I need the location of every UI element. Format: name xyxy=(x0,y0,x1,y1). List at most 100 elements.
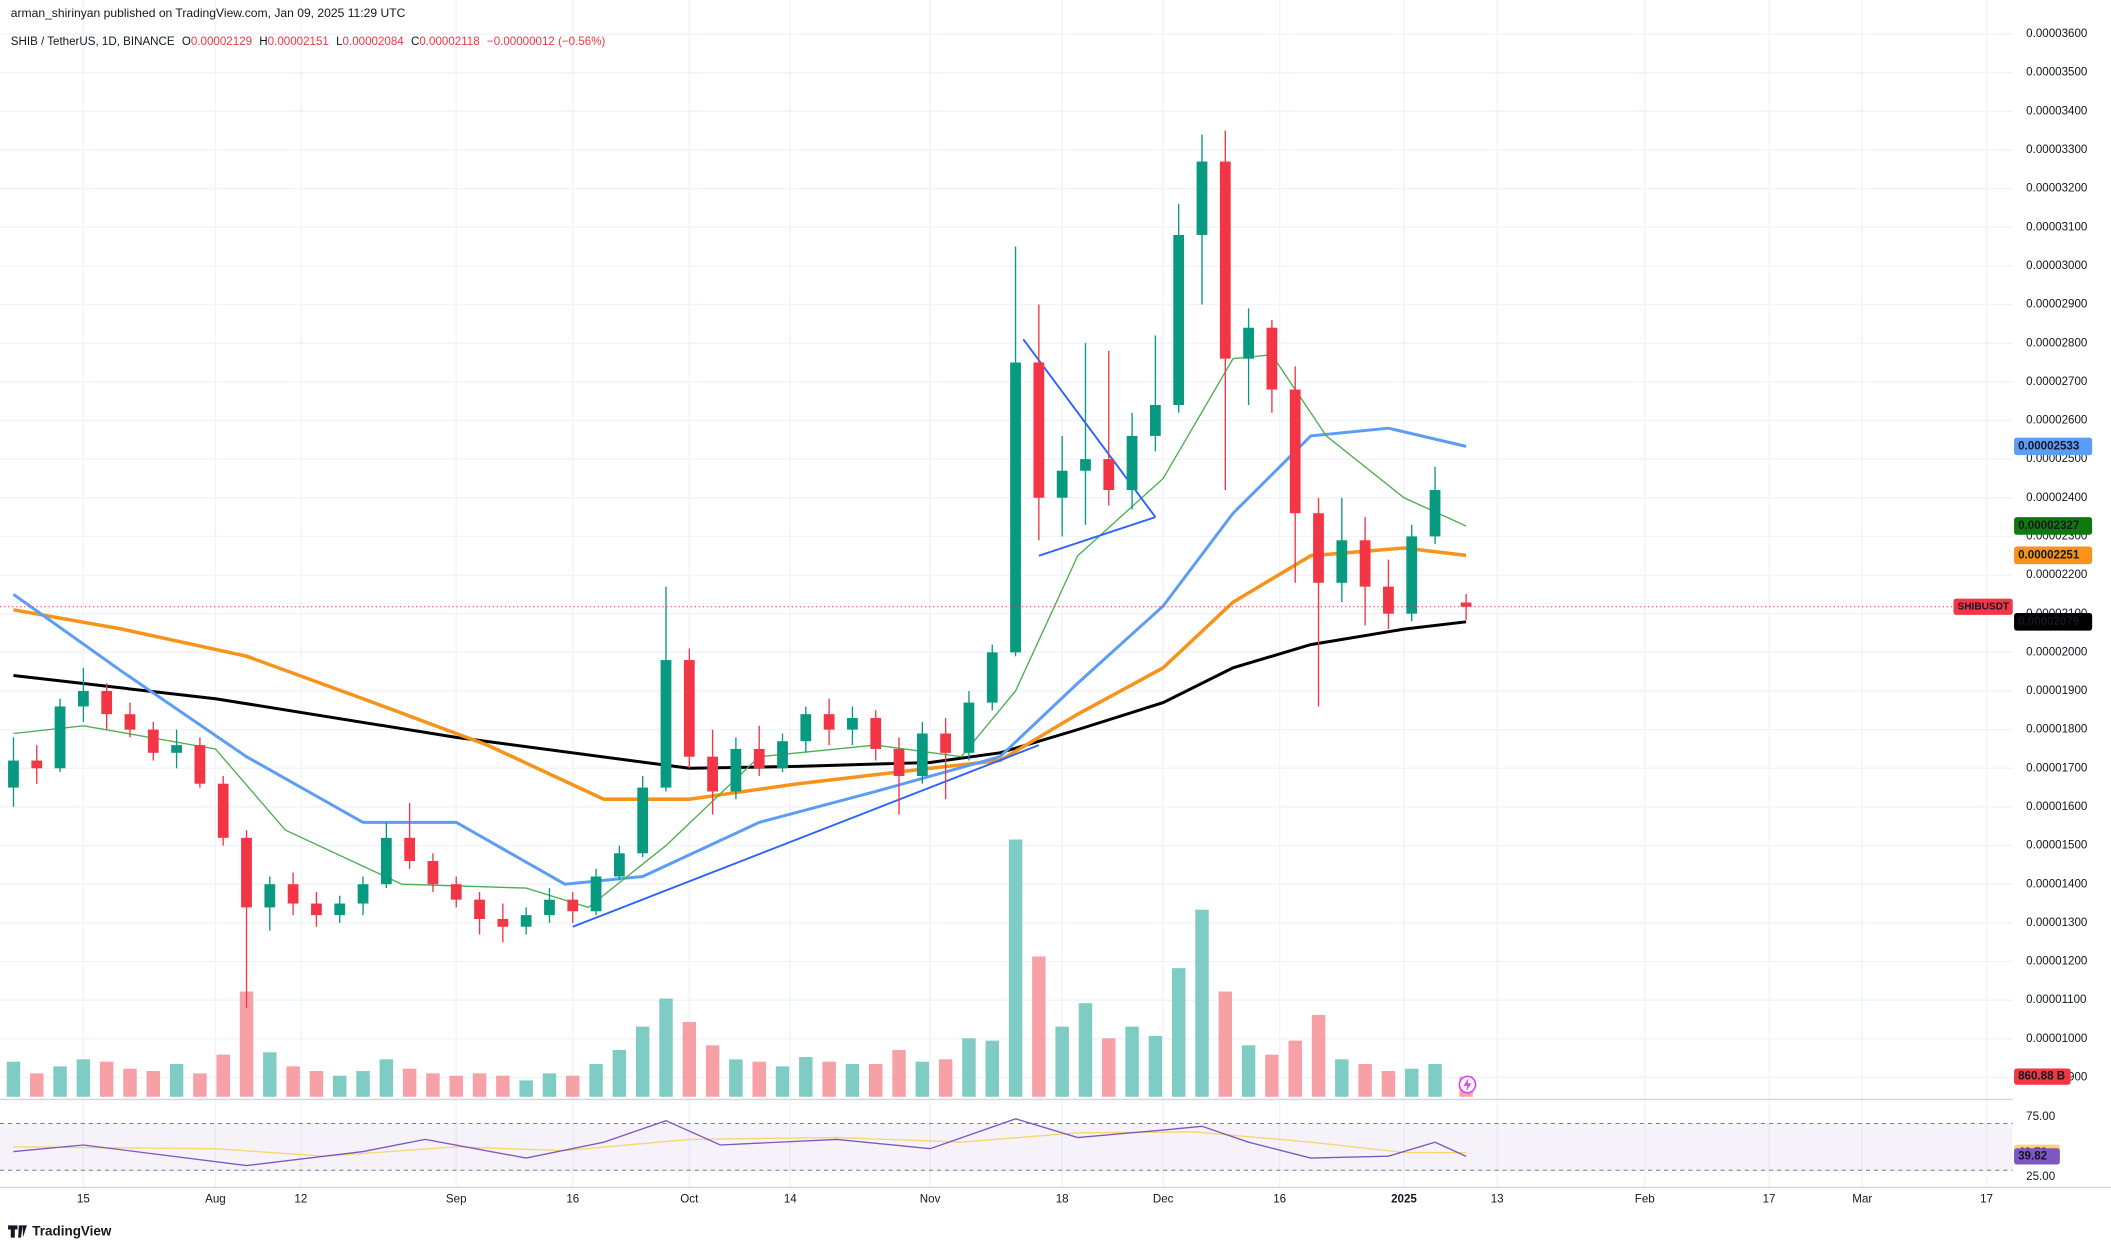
y-tick-label: 0.00001500 xyxy=(2026,839,2087,852)
candle-body xyxy=(870,718,882,749)
x-tick-label: 16 xyxy=(566,1193,579,1206)
volume-bar xyxy=(53,1066,67,1097)
candle-body xyxy=(1336,540,1348,583)
volume-bar xyxy=(1265,1054,1279,1097)
grid xyxy=(0,0,2013,1188)
y-tick-label: 0.00002500 xyxy=(2026,452,2087,465)
volume-bar xyxy=(938,1059,953,1097)
symbol: SHIB / TetherUS, 1D, BINANCE xyxy=(11,35,175,48)
candle-body xyxy=(963,702,975,753)
candle-body xyxy=(1103,459,1115,491)
y-tick-label: 0.00003200 xyxy=(2026,182,2087,195)
volume-bar xyxy=(1171,968,1186,1097)
volume-bar xyxy=(705,1045,720,1097)
x-tick-label: Sep xyxy=(446,1193,467,1206)
alert-bolt xyxy=(1463,1077,1472,1092)
y-tick-label: 0.00001400 xyxy=(2026,877,2087,890)
candle-body xyxy=(544,899,555,916)
x-tick-label: 17 xyxy=(1980,1193,1993,1206)
candle-body xyxy=(916,733,928,777)
volume-bar xyxy=(892,1049,906,1097)
ohlc-value: 0.00002151 xyxy=(268,35,329,48)
candle-body xyxy=(31,760,43,769)
trendline xyxy=(1038,516,1156,557)
volume-bar xyxy=(6,1061,21,1097)
ohlc-label: C xyxy=(411,35,419,48)
volume-bar xyxy=(216,1054,230,1097)
y-tick-label: 0.00003400 xyxy=(2026,104,2087,117)
candle-body xyxy=(427,861,439,885)
candle-body xyxy=(287,884,299,904)
candle-body xyxy=(1243,327,1254,359)
volume-bar xyxy=(542,1073,557,1097)
candle-body xyxy=(217,783,229,838)
ohlc-label: H xyxy=(259,35,267,48)
candle-body xyxy=(707,756,718,792)
rsi-band xyxy=(0,1123,2013,1171)
volume-bar xyxy=(822,1061,836,1097)
volume-bar xyxy=(1241,1045,1256,1097)
candle-body xyxy=(660,660,672,788)
candle-body xyxy=(1429,490,1441,537)
moving-average xyxy=(12,426,1467,886)
x-tick-label: 17 xyxy=(1763,1193,1776,1206)
volume-bar xyxy=(496,1075,510,1097)
candle-body xyxy=(986,652,998,703)
price-tag xyxy=(2014,517,2093,535)
volume-bar xyxy=(123,1068,137,1097)
candle-body xyxy=(1313,513,1324,583)
x-tick-label: 12 xyxy=(294,1193,307,1206)
candle-body xyxy=(1266,327,1278,390)
volume-bar xyxy=(1078,1003,1093,1097)
candle-body xyxy=(1056,470,1068,498)
rsi-tag xyxy=(2014,1148,2060,1165)
y-tick-label: 0.00002000 xyxy=(2026,645,2087,658)
volume-bar xyxy=(286,1066,300,1097)
candle-body xyxy=(1033,362,1045,498)
y-tick-label: 0.00002600 xyxy=(2026,414,2087,427)
price-tag-label: 0.00002533 xyxy=(2018,439,2080,452)
y-tick-label: 0.00002900 xyxy=(2026,298,2087,311)
x-tick-label: Mar xyxy=(1852,1193,1872,1206)
candle-body xyxy=(823,714,835,730)
candle-body xyxy=(8,760,19,788)
volume-bar xyxy=(612,1049,627,1097)
candle-body xyxy=(800,714,812,742)
candle-body xyxy=(1126,435,1138,491)
candle-body xyxy=(613,853,625,877)
price-tag xyxy=(2014,437,2093,456)
candle-body xyxy=(683,660,695,757)
volume-bar xyxy=(1404,1068,1419,1097)
volume-bar xyxy=(589,1064,603,1097)
candle-body xyxy=(637,787,649,854)
price-tag-label: 0.00002251 xyxy=(2018,548,2080,561)
brand: TradingView xyxy=(32,1224,112,1239)
y-tick-label: 0.00003300 xyxy=(2026,143,2087,156)
candle-body xyxy=(730,748,742,792)
y-tick-label: 0.00002800 xyxy=(2026,336,2087,349)
volume-bar xyxy=(193,1073,207,1097)
candle-body xyxy=(264,884,276,908)
candle-body xyxy=(54,706,66,769)
logo-mark xyxy=(8,1225,27,1238)
ohlc-value: 0.00002084 xyxy=(343,35,405,48)
candle-body xyxy=(1173,234,1185,406)
volume-bar xyxy=(868,1064,883,1097)
candle-body xyxy=(334,903,346,916)
price-tag xyxy=(2014,613,2093,631)
rsi-tick-label: 25.00 xyxy=(2026,1170,2055,1183)
volume-bar xyxy=(332,1075,347,1097)
candle-body xyxy=(1196,161,1208,235)
volume-bar xyxy=(1288,1040,1302,1097)
candle-body xyxy=(171,745,182,753)
y-tick-label: 0.00001900 xyxy=(2026,684,2087,697)
symbol-info: SHIB / TetherUS, 1D, BINANCE O0.00002129… xyxy=(11,35,606,48)
volume-bar xyxy=(1125,1026,1139,1097)
volume-bar xyxy=(682,1021,697,1097)
volume-bar xyxy=(1008,839,1023,1097)
volume-bar xyxy=(1335,1059,1349,1097)
candle-body xyxy=(1383,586,1394,614)
candle-body xyxy=(1289,389,1301,514)
volume-bar xyxy=(1055,1026,1069,1097)
volume-bar xyxy=(915,1061,930,1097)
